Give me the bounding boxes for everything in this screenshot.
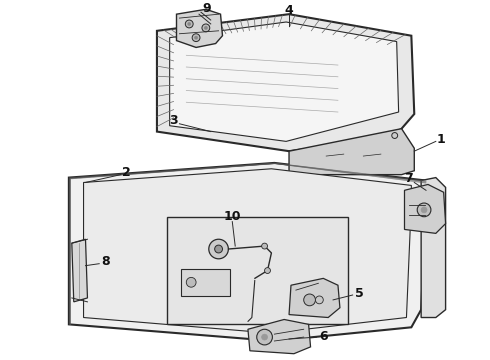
Polygon shape: [405, 184, 445, 233]
Polygon shape: [69, 163, 426, 341]
Polygon shape: [248, 319, 311, 354]
Circle shape: [417, 203, 431, 217]
Circle shape: [316, 296, 323, 304]
Polygon shape: [173, 26, 394, 138]
Text: 1: 1: [436, 133, 445, 146]
Text: 8: 8: [102, 255, 110, 268]
Circle shape: [185, 20, 193, 28]
Circle shape: [188, 22, 191, 26]
Text: 10: 10: [223, 210, 241, 223]
Text: 5: 5: [355, 287, 364, 300]
Circle shape: [265, 267, 270, 274]
Circle shape: [215, 245, 222, 253]
Polygon shape: [289, 278, 340, 318]
Polygon shape: [289, 129, 414, 175]
Text: 2: 2: [122, 166, 131, 179]
Circle shape: [186, 278, 196, 287]
Circle shape: [202, 24, 210, 32]
Circle shape: [195, 36, 197, 39]
Polygon shape: [167, 217, 348, 324]
Circle shape: [209, 239, 228, 259]
Polygon shape: [421, 177, 445, 318]
FancyBboxPatch shape: [181, 269, 230, 296]
Text: 3: 3: [169, 114, 178, 127]
Circle shape: [192, 34, 200, 41]
Circle shape: [304, 294, 316, 306]
Polygon shape: [84, 169, 411, 333]
Circle shape: [262, 334, 268, 340]
Circle shape: [421, 207, 427, 213]
Circle shape: [257, 329, 272, 345]
Circle shape: [392, 132, 398, 139]
Polygon shape: [157, 14, 414, 151]
Text: 6: 6: [319, 330, 328, 343]
Text: 7: 7: [404, 172, 413, 185]
Circle shape: [262, 243, 268, 249]
Polygon shape: [176, 9, 222, 48]
Text: 9: 9: [202, 2, 211, 15]
Polygon shape: [72, 239, 87, 302]
Text: 4: 4: [285, 4, 294, 17]
Circle shape: [204, 26, 207, 30]
Polygon shape: [170, 22, 399, 141]
